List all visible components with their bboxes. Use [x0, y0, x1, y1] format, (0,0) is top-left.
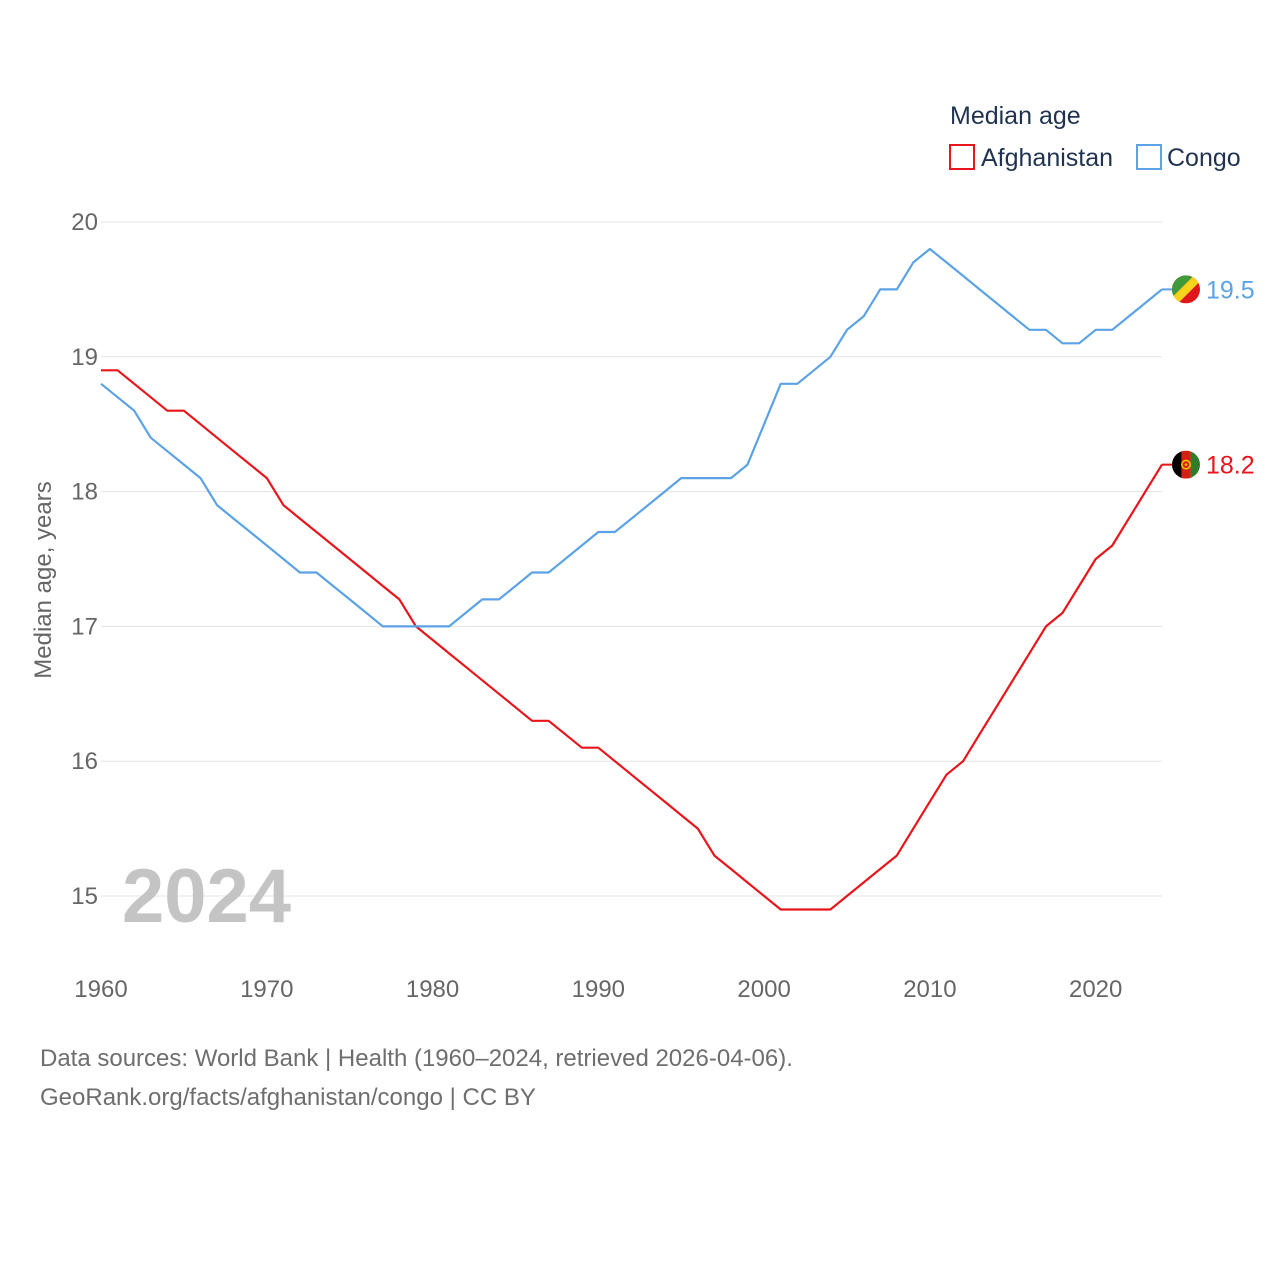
legend-label-congo: Congo	[1167, 144, 1241, 172]
congo-flag-icon	[1172, 275, 1200, 304]
y-axis-title: Median age, years	[30, 481, 57, 678]
x-tick-label-2020: 2020	[1069, 976, 1122, 1003]
current-year-label: 2024	[122, 854, 291, 939]
congo-end-value: 19.5	[1206, 276, 1255, 304]
x-tick-label-1960: 1960	[74, 976, 127, 1003]
source-line-1: Data sources: World Bank | Health (1960–…	[40, 1045, 793, 1072]
afghanistan-flag-icon	[1172, 450, 1200, 479]
x-tick-label-2000: 2000	[737, 976, 790, 1003]
x-tick-label-2010: 2010	[903, 976, 956, 1003]
y-axis: 15 16 17 18 19 20	[71, 209, 98, 910]
afghanistan-end-marker: 18.2	[1172, 450, 1255, 480]
legend-swatch-afghanistan	[949, 144, 975, 170]
series-lines	[100, 247, 1172, 911]
x-tick-label-1990: 1990	[572, 976, 625, 1003]
legend-label-afghanistan: Afghanistan	[981, 144, 1113, 172]
legend-title: Median age	[950, 102, 1081, 130]
y-tick-label-18: 18	[71, 479, 98, 506]
y-tick-label-20: 20	[71, 209, 98, 236]
afghanistan-end-value: 18.2	[1206, 452, 1255, 480]
x-axis: 1960 1970 1980 1990 2000 2010 2020	[74, 976, 1122, 1003]
y-tick-label-16: 16	[71, 748, 98, 775]
y-tick-label-15: 15	[71, 883, 98, 910]
legend: Median age Afghanistan Congo	[949, 102, 1241, 172]
y-tick-label-17: 17	[71, 613, 98, 640]
x-tick-label-1970: 1970	[240, 976, 293, 1003]
legend-item-afghanistan[interactable]: Afghanistan	[949, 144, 1113, 172]
legend-swatch-congo	[1136, 144, 1162, 170]
gridlines	[101, 221, 1162, 897]
congo-end-marker: 19.5	[1172, 275, 1255, 304]
series-line-afghanistan	[101, 369, 1163, 911]
source-line-2: GeoRank.org/facts/afghanistan/congo | CC…	[40, 1084, 536, 1111]
x-tick-label-1980: 1980	[406, 976, 459, 1003]
y-tick-label-19: 19	[71, 344, 98, 371]
legend-item-congo[interactable]: Congo	[1136, 144, 1241, 172]
series-line-congo	[100, 247, 1163, 628]
